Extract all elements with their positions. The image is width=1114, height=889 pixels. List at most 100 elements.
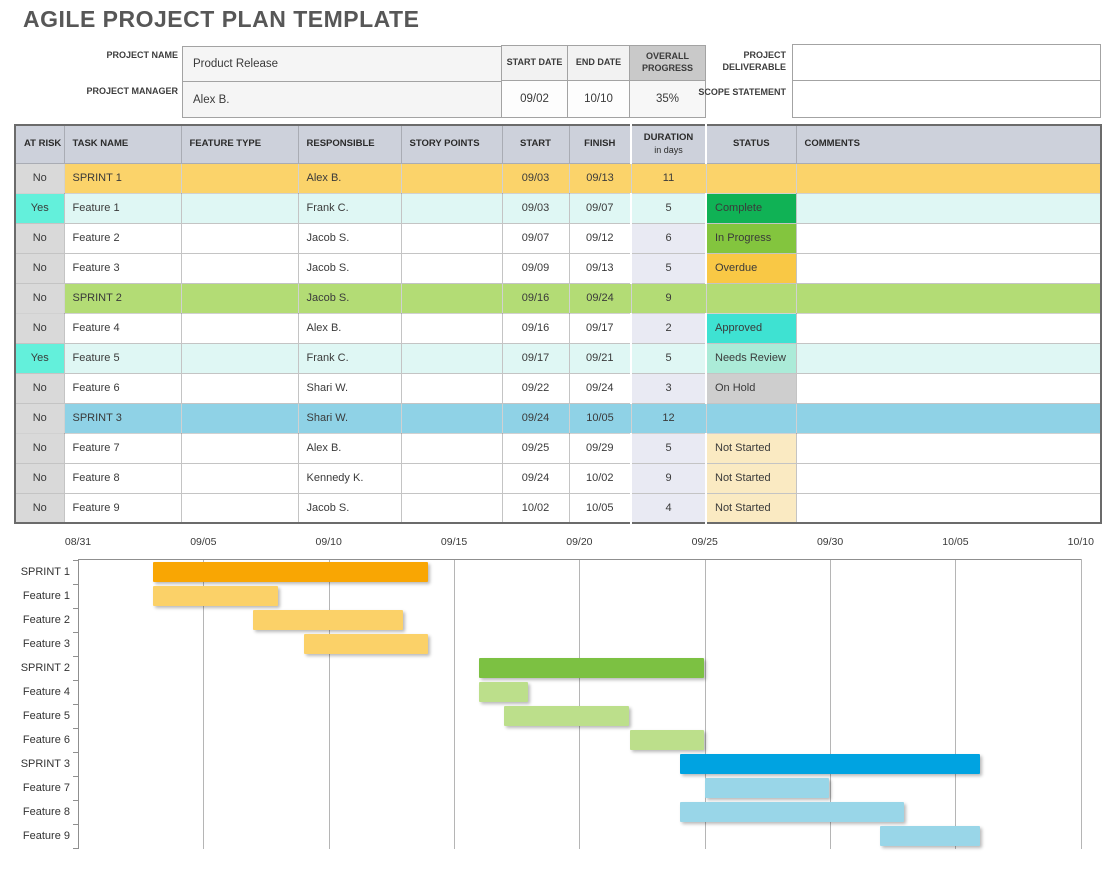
start-date-field[interactable]: 09/02 [501, 80, 568, 118]
cell-task-name[interactable]: Feature 5 [63, 342, 182, 374]
cell-responsible[interactable]: Kennedy K. [297, 462, 402, 494]
cell-feature-type[interactable] [180, 222, 299, 254]
cell-responsible[interactable]: Jacob S. [297, 282, 402, 314]
cell-start[interactable]: 09/24 [501, 402, 570, 434]
cell-finish[interactable]: 09/17 [568, 312, 632, 344]
cell-comments[interactable] [795, 282, 1102, 314]
overall-progress-field[interactable]: 35% [629, 80, 706, 118]
cell-comments[interactable] [795, 432, 1102, 464]
cell-finish[interactable]: 09/13 [568, 252, 632, 284]
cell-duration[interactable]: 5 [630, 192, 707, 224]
cell-task-name[interactable]: Feature 3 [63, 252, 182, 284]
cell-feature-type[interactable] [180, 192, 299, 224]
cell-duration[interactable]: 9 [630, 282, 707, 314]
cell-comments[interactable] [795, 252, 1102, 284]
cell-start[interactable]: 09/25 [501, 432, 570, 464]
cell-finish[interactable]: 09/29 [568, 432, 632, 464]
cell-responsible[interactable]: Alex B. [297, 312, 402, 344]
cell-responsible[interactable]: Frank C. [297, 192, 402, 224]
cell-story-points[interactable] [400, 282, 503, 314]
scope-statement-field[interactable] [792, 80, 1101, 118]
cell-story-points[interactable] [400, 432, 503, 464]
cell-task-name[interactable]: SPRINT 1 [63, 162, 182, 194]
cell-duration[interactable]: 3 [630, 372, 707, 404]
cell-at-risk[interactable]: No [14, 402, 65, 434]
cell-duration[interactable]: 6 [630, 222, 707, 254]
cell-status[interactable] [705, 402, 797, 434]
cell-story-points[interactable] [400, 492, 503, 524]
cell-at-risk[interactable]: No [14, 222, 65, 254]
cell-task-name[interactable]: Feature 4 [63, 312, 182, 344]
cell-story-points[interactable] [400, 462, 503, 494]
cell-feature-type[interactable] [180, 402, 299, 434]
cell-feature-type[interactable] [180, 282, 299, 314]
cell-finish[interactable]: 10/05 [568, 492, 632, 524]
cell-duration[interactable]: 9 [630, 462, 707, 494]
cell-status[interactable] [705, 162, 797, 194]
cell-at-risk[interactable]: No [14, 492, 65, 524]
cell-status[interactable]: Not Started [705, 432, 797, 464]
cell-start[interactable]: 09/22 [501, 372, 570, 404]
cell-at-risk[interactable]: No [14, 162, 65, 194]
cell-responsible[interactable]: Jacob S. [297, 222, 402, 254]
cell-duration[interactable]: 5 [630, 432, 707, 464]
cell-finish[interactable]: 09/07 [568, 192, 632, 224]
cell-comments[interactable] [795, 162, 1102, 194]
cell-story-points[interactable] [400, 222, 503, 254]
cell-comments[interactable] [795, 222, 1102, 254]
cell-status[interactable]: Overdue [705, 252, 797, 284]
cell-start[interactable]: 09/17 [501, 342, 570, 374]
cell-feature-type[interactable] [180, 492, 299, 524]
project-name-field[interactable]: Product Release [182, 46, 503, 82]
cell-start[interactable]: 10/02 [501, 492, 570, 524]
cell-at-risk[interactable]: No [14, 252, 65, 284]
cell-responsible[interactable]: Jacob S. [297, 252, 402, 284]
cell-status[interactable]: Not Started [705, 462, 797, 494]
cell-at-risk[interactable]: Yes [14, 342, 65, 374]
cell-task-name[interactable]: SPRINT 3 [63, 402, 182, 434]
cell-task-name[interactable]: Feature 9 [63, 492, 182, 524]
cell-feature-type[interactable] [180, 312, 299, 344]
cell-status[interactable]: Complete [705, 192, 797, 224]
cell-comments[interactable] [795, 372, 1102, 404]
cell-task-name[interactable]: Feature 7 [63, 432, 182, 464]
cell-task-name[interactable]: SPRINT 2 [63, 282, 182, 314]
cell-task-name[interactable]: Feature 1 [63, 192, 182, 224]
cell-task-name[interactable]: Feature 6 [63, 372, 182, 404]
cell-feature-type[interactable] [180, 252, 299, 284]
cell-responsible[interactable]: Shari W. [297, 372, 402, 404]
cell-finish[interactable]: 09/24 [568, 282, 632, 314]
cell-finish[interactable]: 09/12 [568, 222, 632, 254]
end-date-field[interactable]: 10/10 [567, 80, 630, 118]
cell-at-risk[interactable]: No [14, 432, 65, 464]
cell-feature-type[interactable] [180, 372, 299, 404]
cell-finish[interactable]: 09/21 [568, 342, 632, 374]
cell-start[interactable]: 09/24 [501, 462, 570, 494]
cell-start[interactable]: 09/03 [501, 192, 570, 224]
cell-start[interactable]: 09/16 [501, 282, 570, 314]
cell-story-points[interactable] [400, 192, 503, 224]
project-manager-field[interactable]: Alex B. [182, 81, 503, 118]
cell-feature-type[interactable] [180, 342, 299, 374]
cell-feature-type[interactable] [180, 462, 299, 494]
cell-status[interactable]: In Progress [705, 222, 797, 254]
cell-comments[interactable] [795, 462, 1102, 494]
cell-story-points[interactable] [400, 312, 503, 344]
cell-responsible[interactable]: Alex B. [297, 162, 402, 194]
cell-status[interactable]: Approved [705, 312, 797, 344]
cell-task-name[interactable]: Feature 2 [63, 222, 182, 254]
cell-finish[interactable]: 09/24 [568, 372, 632, 404]
cell-feature-type[interactable] [180, 432, 299, 464]
cell-comments[interactable] [795, 402, 1102, 434]
cell-status[interactable]: On Hold [705, 372, 797, 404]
cell-story-points[interactable] [400, 342, 503, 374]
cell-story-points[interactable] [400, 252, 503, 284]
cell-responsible[interactable]: Shari W. [297, 402, 402, 434]
cell-finish[interactable]: 10/05 [568, 402, 632, 434]
cell-at-risk[interactable]: No [14, 462, 65, 494]
cell-status[interactable]: Needs Review [705, 342, 797, 374]
cell-comments[interactable] [795, 342, 1102, 374]
cell-start[interactable]: 09/07 [501, 222, 570, 254]
cell-at-risk[interactable]: No [14, 372, 65, 404]
cell-at-risk[interactable]: Yes [14, 192, 65, 224]
